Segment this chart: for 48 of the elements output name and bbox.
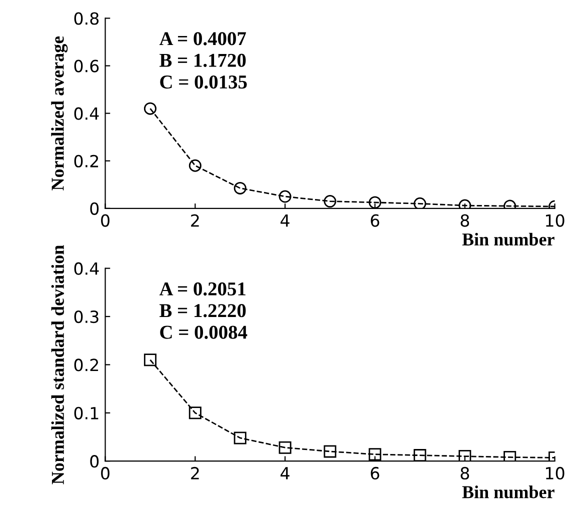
x-tick-label: 8: [460, 214, 470, 227]
point: [414, 197, 426, 208]
point: [324, 445, 336, 458]
y-tick-label: 0.2: [74, 154, 98, 168]
point: [188, 159, 202, 172]
point: [278, 190, 292, 203]
y-tick-label: 0.6: [74, 60, 99, 72]
x-tick-label: 10: [546, 466, 564, 480]
x-tick-label: 0: [101, 466, 110, 480]
y-tick-label: 0.8: [74, 12, 99, 25]
annotation: B = 1.1720: [160, 54, 246, 67]
x-tick-label: 8: [460, 466, 470, 480]
point: [144, 354, 156, 366]
point: [414, 449, 426, 462]
x-tick-label: 2: [191, 466, 199, 480]
x-tick-label: 6: [370, 466, 380, 480]
annotation: A = 0.2051: [159, 282, 246, 296]
x-tick-label: 4: [280, 214, 290, 227]
annotation: B = 1.2220: [160, 304, 246, 318]
x-tick-label: 6: [370, 214, 380, 227]
point: [144, 102, 156, 115]
y-axis-title: Normalized average: [51, 36, 68, 190]
point: [458, 450, 472, 462]
y-tick-label: 0.4: [74, 107, 99, 120]
x-tick-label: 2: [191, 214, 199, 227]
point: [234, 182, 246, 194]
annotation: A = 0.4007: [159, 32, 246, 46]
x-tick-label: 0: [101, 214, 110, 227]
x-axis-title: Bin number: [462, 232, 554, 246]
annotation: C = 0.0084: [160, 326, 248, 339]
y-tick-label: 0.1: [74, 406, 98, 420]
x-axis-title: Bin number: [462, 486, 554, 498]
annotation: C = 0.0135: [160, 75, 247, 89]
point: [278, 441, 292, 454]
y-tick-label: 0: [90, 455, 99, 468]
y-tick-label: 0.2: [74, 358, 98, 372]
point: [368, 196, 382, 208]
point: [234, 432, 246, 444]
y-tick-label: 0.4: [74, 262, 99, 275]
point: [188, 406, 202, 420]
point: [504, 450, 516, 462]
point: [324, 195, 336, 208]
x-tick-label: 10: [546, 214, 564, 227]
point: [368, 448, 382, 461]
y-axis-title: Normalized standard deviation: [51, 245, 64, 484]
y-tick-label: 0: [90, 202, 99, 215]
y-tick-label: 0.3: [74, 310, 98, 324]
x-tick-label: 4: [280, 467, 290, 480]
